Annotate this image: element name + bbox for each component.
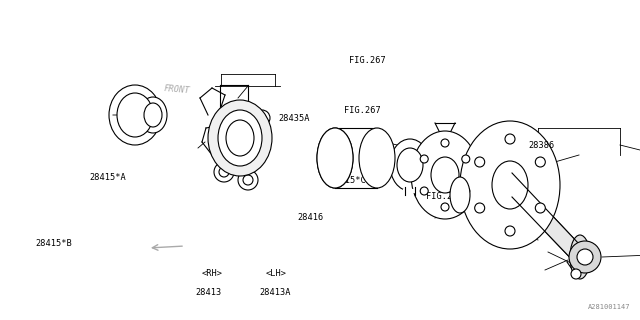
Ellipse shape (144, 103, 162, 127)
Text: <LH>: <LH> (266, 269, 287, 278)
Text: 28413A: 28413A (259, 288, 291, 297)
Text: FIG.267: FIG.267 (349, 56, 385, 65)
Circle shape (577, 249, 593, 265)
Text: FIG.267: FIG.267 (426, 192, 462, 201)
Circle shape (238, 170, 258, 190)
Ellipse shape (390, 139, 430, 191)
Ellipse shape (492, 161, 528, 209)
Text: 28415*B: 28415*B (35, 239, 72, 248)
Circle shape (475, 203, 484, 213)
Circle shape (441, 203, 449, 211)
Polygon shape (512, 173, 580, 268)
Ellipse shape (570, 235, 590, 279)
Ellipse shape (317, 128, 353, 188)
Ellipse shape (218, 110, 262, 166)
Circle shape (505, 226, 515, 236)
Ellipse shape (397, 148, 423, 182)
Text: 28386: 28386 (528, 141, 554, 150)
Circle shape (214, 162, 234, 182)
Text: 28415*A: 28415*A (90, 173, 126, 182)
Text: 28415*C: 28415*C (330, 176, 366, 185)
Ellipse shape (450, 177, 470, 213)
Circle shape (505, 134, 515, 144)
Circle shape (420, 187, 428, 195)
Circle shape (475, 157, 484, 167)
Text: 28413: 28413 (195, 288, 221, 297)
Text: 28416: 28416 (298, 213, 324, 222)
Ellipse shape (359, 128, 395, 188)
Ellipse shape (139, 97, 167, 133)
Ellipse shape (317, 128, 353, 188)
Ellipse shape (117, 93, 153, 137)
Circle shape (243, 175, 253, 185)
Ellipse shape (431, 157, 459, 193)
Circle shape (462, 155, 470, 163)
Text: FIG.267: FIG.267 (344, 106, 381, 115)
Ellipse shape (226, 120, 254, 156)
Ellipse shape (411, 131, 479, 219)
Circle shape (462, 187, 470, 195)
Circle shape (569, 241, 601, 273)
Circle shape (535, 157, 545, 167)
Text: 28435A: 28435A (278, 114, 310, 123)
Ellipse shape (109, 85, 161, 145)
Circle shape (258, 114, 266, 122)
Circle shape (219, 167, 229, 177)
Ellipse shape (571, 269, 581, 279)
Circle shape (420, 155, 428, 163)
Text: A281001147: A281001147 (588, 304, 630, 310)
Ellipse shape (208, 100, 272, 176)
Circle shape (535, 203, 545, 213)
Text: <RH>: <RH> (202, 269, 223, 278)
Text: FRONT: FRONT (163, 84, 190, 95)
Circle shape (441, 139, 449, 147)
Circle shape (254, 110, 270, 126)
Ellipse shape (460, 121, 560, 249)
